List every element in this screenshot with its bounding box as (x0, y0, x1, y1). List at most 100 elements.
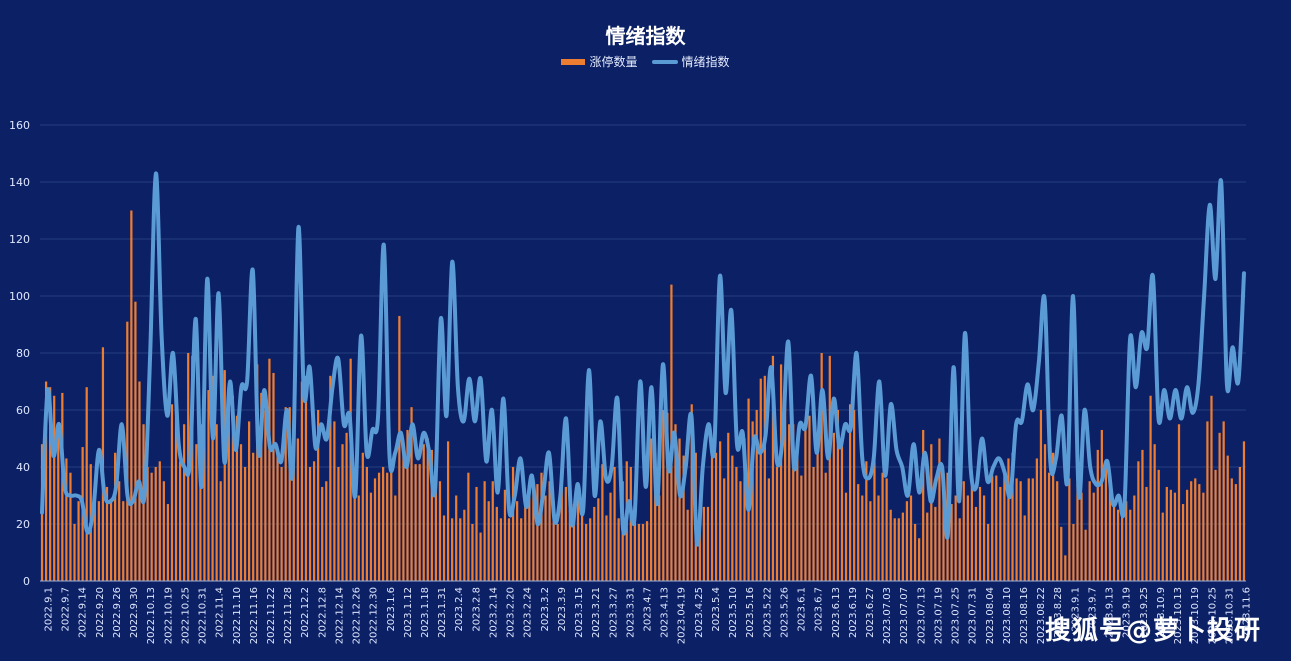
x-tick-label: 2022.12.14 (334, 587, 345, 644)
bar (85, 387, 88, 581)
y-tick-label: 0 (23, 575, 30, 588)
x-tick-label: 2022.11.16 (249, 587, 260, 644)
bar (304, 375, 308, 581)
bar (382, 467, 385, 581)
bar (406, 429, 409, 581)
x-tick-label: 2023.1.31 (437, 587, 448, 638)
bar (1031, 478, 1034, 581)
bar (1112, 506, 1116, 581)
x-tick-label: 2023.07.07 (899, 587, 910, 644)
bar (211, 375, 214, 581)
bar (613, 467, 616, 581)
x-tick-label: 2023.2.14 (489, 587, 500, 638)
x-tick-label: 2023.3.15 (574, 587, 585, 638)
bar (65, 458, 68, 581)
bar (678, 438, 681, 581)
bar (869, 501, 872, 581)
bar (491, 481, 494, 581)
x-tick-label: 2023.5.22 (762, 587, 773, 638)
x-tick-label: 2023.1.6 (386, 587, 397, 632)
bar (1165, 486, 1168, 581)
bar (394, 495, 397, 581)
x-tick-label: 2022.9.30 (129, 587, 140, 638)
bar (1145, 486, 1148, 581)
bar (1214, 469, 1217, 581)
bar (1092, 492, 1095, 581)
bar (905, 501, 909, 581)
x-tick-label: 2023.11.6 (1242, 587, 1253, 638)
bar (893, 518, 896, 581)
x-tick-label: 2022.10.31 (198, 587, 209, 644)
bar (1019, 481, 1022, 581)
bar (662, 410, 665, 581)
bar (812, 467, 815, 581)
bar (1129, 509, 1132, 581)
bar (1088, 481, 1091, 581)
legend-item-bar: 涨停数量 (561, 53, 638, 70)
bar (1104, 467, 1108, 581)
bar (284, 407, 287, 581)
bar (950, 504, 953, 581)
bar (962, 481, 965, 581)
x-tick-label: 2023.08.10 (1002, 587, 1013, 644)
bar (1194, 478, 1197, 581)
x-tick-label: 2022.9.26 (112, 587, 123, 638)
bar (333, 421, 336, 581)
y-tick-label: 100 (9, 290, 30, 303)
bar (503, 489, 507, 581)
x-tick-label: 2023.10.9 (1156, 587, 1167, 638)
bar (1003, 472, 1006, 581)
bar (357, 495, 360, 581)
bar (418, 464, 421, 581)
bar (1133, 495, 1136, 581)
x-tick-label: 2023.2.24 (523, 587, 534, 638)
bar (1080, 492, 1083, 581)
chart-title: 情绪指数 (605, 24, 686, 48)
bar (1177, 424, 1181, 581)
bar (723, 478, 726, 581)
bar (414, 464, 417, 581)
x-tick-label: 2023.10.13 (1173, 587, 1184, 644)
bar (61, 392, 64, 581)
x-tick-label: 2023.4.7 (643, 587, 654, 632)
bar (1198, 484, 1201, 581)
bar (178, 461, 182, 581)
bar (276, 452, 279, 581)
bar (1052, 452, 1055, 581)
bar (97, 501, 100, 581)
bar (784, 378, 787, 581)
bar (836, 410, 840, 581)
bar (913, 524, 917, 581)
bar (670, 284, 673, 581)
bar (930, 444, 933, 581)
bar (280, 467, 283, 581)
legend-swatch-line (651, 59, 678, 64)
y-tick-label: 120 (9, 233, 30, 246)
bar (1153, 444, 1156, 581)
bar (499, 518, 502, 581)
x-tick-label: 2023.6.1 (797, 587, 808, 632)
x-tick-label: 2023.3.21 (591, 587, 602, 638)
bar (580, 512, 584, 581)
x-tick-label: 2022.9.7 (61, 587, 72, 632)
bar (918, 538, 921, 581)
bar (560, 472, 563, 581)
bar (1149, 395, 1152, 581)
bar (824, 472, 827, 581)
bar (511, 467, 515, 581)
bar (767, 478, 770, 581)
bar (325, 481, 328, 581)
x-tick-label: 2023.4.13 (660, 587, 671, 638)
bar (272, 372, 275, 581)
bar (105, 486, 109, 581)
bar (597, 498, 600, 581)
bar (312, 461, 316, 581)
bar (361, 452, 364, 581)
bar (1186, 489, 1189, 581)
bar (641, 524, 645, 581)
x-tick-label: 2023.07.13 (916, 587, 927, 644)
bar (345, 432, 348, 581)
bar (934, 506, 937, 581)
bar (1218, 432, 1221, 581)
